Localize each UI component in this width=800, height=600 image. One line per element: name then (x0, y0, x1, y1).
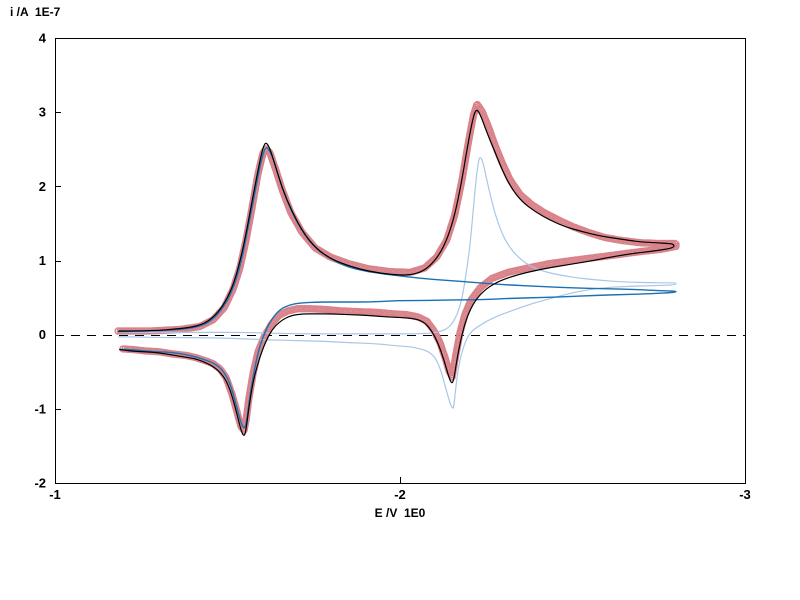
x-tick-label: -1 (49, 487, 61, 502)
y-tick-label: -2 (34, 476, 46, 491)
y-tick-label: 1 (39, 253, 46, 268)
series-measured-data-pink-markers (114, 100, 680, 434)
y-tick-label: 2 (39, 179, 46, 194)
series-path (118, 109, 675, 436)
y-tick-label: 0 (39, 327, 46, 342)
y-axis-title: i /A 1E-7 (10, 5, 61, 19)
axis-ticks (55, 38, 746, 484)
series-blue-simulation-line (118, 147, 677, 429)
y-tick-label: -1 (34, 401, 46, 416)
plot-border (55, 38, 746, 484)
x-axis-title: E /V 1E0 (374, 506, 426, 520)
y-tick-label: 3 (39, 105, 46, 120)
x-tick-label: -2 (394, 487, 406, 502)
x-tick-label: -3 (739, 487, 751, 502)
series-path (118, 147, 677, 429)
series-light-blue-simulation-line (118, 157, 677, 409)
y-tick-label: 4 (39, 31, 47, 46)
series-path (118, 157, 677, 409)
series-black-simulation-line (118, 109, 675, 436)
